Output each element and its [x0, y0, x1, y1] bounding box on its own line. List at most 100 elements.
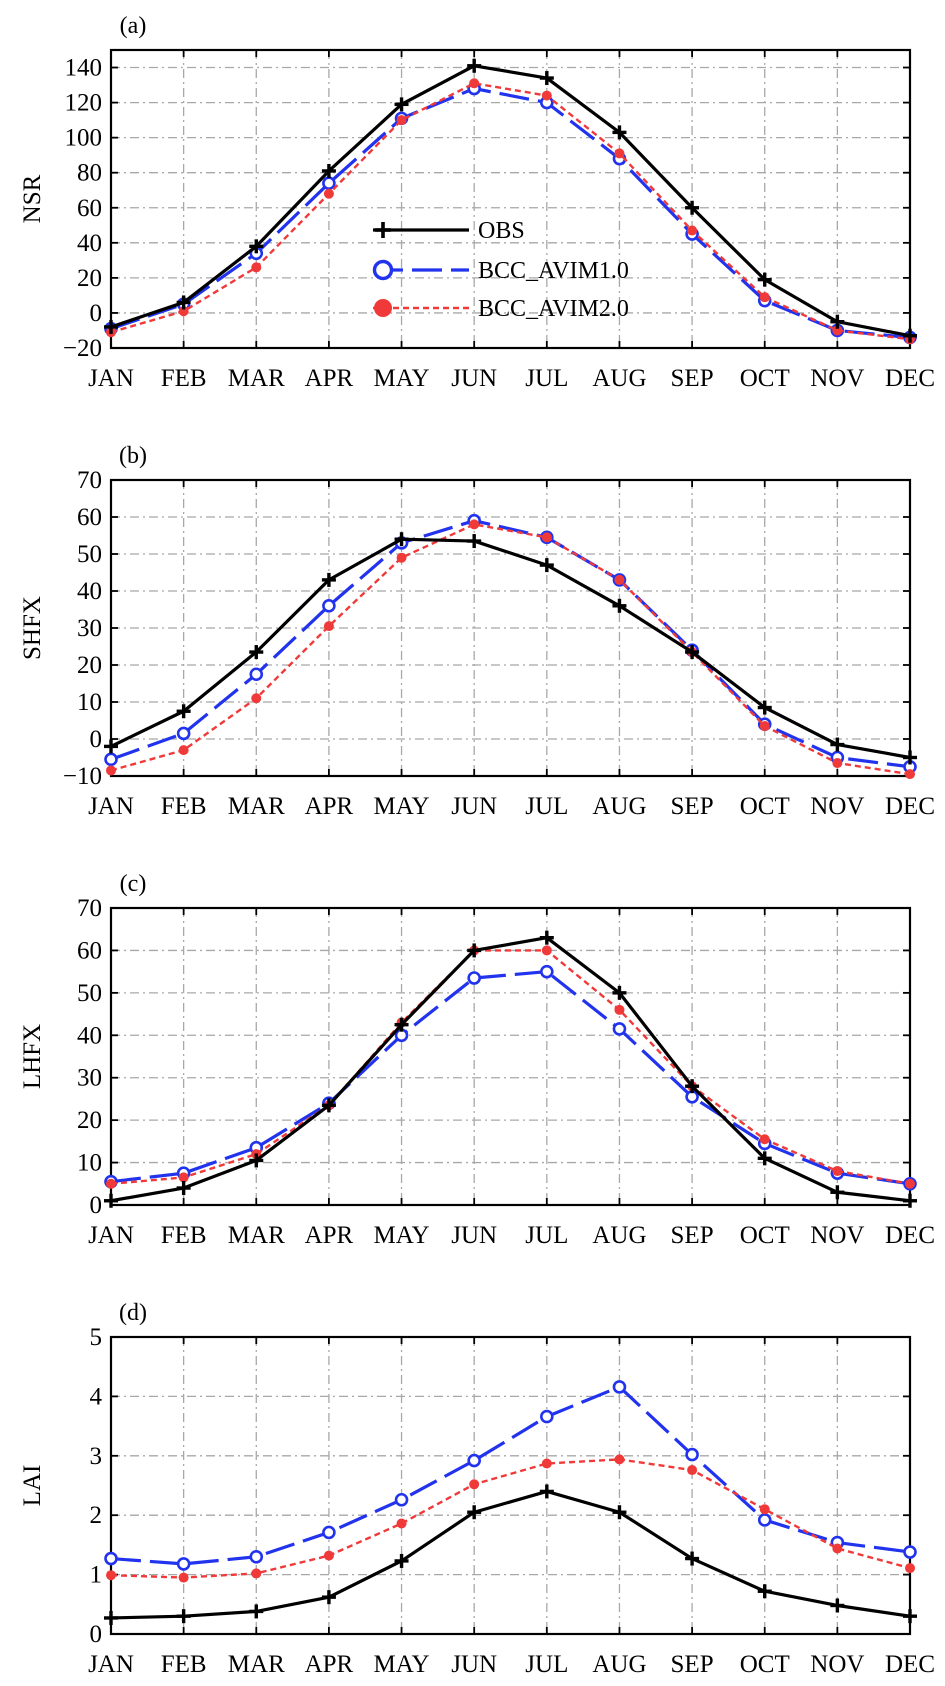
data-point-obs [321, 1098, 336, 1113]
data-point-obs [757, 1151, 772, 1166]
data-point-avim2 [178, 1172, 189, 1183]
data-point-avim2 [541, 945, 552, 956]
data-point-avim2 [469, 1479, 480, 1490]
x-tick-label: DEC [885, 365, 935, 392]
data-point-avim1 [394, 1492, 409, 1507]
x-tick-label: FEB [161, 793, 207, 820]
data-point-obs [903, 328, 917, 343]
y-tick-label: 140 [65, 55, 103, 82]
x-tick-label: OCT [740, 793, 790, 820]
data-point-avim2 [759, 721, 770, 732]
y-tick-label: 70 [77, 467, 102, 494]
x-tick-label: SEP [671, 1651, 714, 1678]
y-tick-label: 2 [90, 1502, 103, 1529]
series-line-avim2 [110, 949, 911, 1185]
data-point-avim1 [540, 1409, 554, 1424]
x-tick-label: MAR [228, 1222, 285, 1249]
series-line-avim2 [110, 82, 911, 341]
y-axis-title: LHFX [19, 1024, 46, 1089]
gridlines [111, 1337, 910, 1634]
x-tick-label: FEB [161, 365, 207, 392]
data-point-avim2 [396, 1518, 407, 1529]
data-point-obs [539, 1484, 554, 1499]
panel-c: 0 10 20 30 40 50 60 70 JAN FEB MAR APR MAY JUN JUL AUG S… [19, 871, 935, 1249]
series-avim2 [106, 1454, 915, 1583]
data-point-avim2 [396, 115, 407, 126]
data-point-avim2 [759, 292, 770, 303]
panel-label: (a) [120, 13, 147, 39]
panel-label: (b) [119, 443, 147, 469]
data-point-obs [249, 239, 264, 254]
x-tick-label: MAR [228, 365, 285, 392]
data-point-obs [467, 58, 482, 73]
data-point-obs [176, 1609, 191, 1624]
x-tick-label: MAY [374, 365, 430, 392]
x-tick-label: DEC [885, 793, 935, 820]
data-point-avim2 [905, 1563, 915, 1574]
data-point-obs [830, 737, 845, 752]
series-line-avim2 [110, 523, 911, 776]
data-point-avim2 [323, 188, 334, 199]
data-point-obs [394, 1017, 409, 1032]
data-point-avim2 [106, 765, 116, 776]
data-point-avim1 [104, 1551, 118, 1566]
data-point-obs [394, 532, 409, 547]
x-tick-label: JAN [88, 1651, 134, 1678]
data-point-avim2 [614, 148, 625, 159]
data-point-avim2 [759, 1504, 770, 1515]
x-tick-label: MAY [374, 1651, 430, 1678]
series-line-obs [110, 64, 911, 338]
x-tick-label: JUL [525, 365, 568, 392]
panel-a: −20 0 20 40 60 80 100 120 140 JAN FEB MAR APR MAY JUN J… [19, 13, 935, 392]
data-point-avim2 [396, 552, 407, 563]
data-point-obs [757, 1584, 772, 1599]
y-tick-label: 3 [90, 1443, 103, 1470]
y-tick-label: 1 [90, 1562, 103, 1589]
panel-label: (c) [120, 871, 147, 897]
data-point-avim2 [323, 621, 334, 632]
data-point-avim2 [178, 745, 189, 756]
data-point-avim2 [541, 1458, 552, 1469]
data-point-avim1 [322, 1525, 336, 1540]
data-point-obs [321, 572, 336, 587]
x-tick-label: OCT [740, 1651, 790, 1678]
data-point-obs [467, 943, 482, 958]
data-point-avim1 [249, 1549, 264, 1564]
data-point-avim1 [757, 1513, 772, 1527]
data-point-obs [394, 97, 409, 112]
y-axis-title: LAI [19, 1465, 46, 1507]
y-tick-label: −10 [63, 763, 102, 790]
x-tick-label: JAN [88, 793, 134, 820]
data-point-obs [830, 1598, 845, 1613]
data-point-avim2 [323, 1550, 334, 1561]
y-tick-label: 60 [77, 504, 102, 531]
y-tick-label: 0 [90, 726, 103, 753]
y-tick-label: 20 [77, 265, 102, 292]
data-point-obs [176, 704, 191, 719]
x-tick-label: MAR [228, 1651, 285, 1678]
x-tick-label: DEC [885, 1651, 935, 1678]
plot-frame [109, 1335, 912, 1636]
plot-frame [109, 48, 912, 350]
data-point-obs [321, 1590, 336, 1605]
series-avim1 [104, 1380, 917, 1571]
data-point-avim2 [614, 1004, 625, 1015]
data-point-obs [104, 1610, 118, 1625]
x-tick-label: OCT [740, 1222, 790, 1249]
x-tick-label: AUG [592, 1222, 646, 1249]
x-tick-label: MAY [374, 793, 430, 820]
data-point-avim1 [467, 971, 481, 985]
x-tick-label: NOV [810, 365, 864, 392]
data-point-avim2 [614, 1454, 625, 1465]
x-tick-label: FEB [161, 1651, 207, 1678]
x-tick-label: APR [305, 1651, 354, 1678]
legend-marker-avim2 [374, 299, 392, 317]
data-point-avim1 [612, 1380, 627, 1394]
y-tick-label: 100 [65, 125, 103, 152]
data-point-avim1 [612, 1022, 627, 1036]
legend: OBS BCC_AVIM1.0 BCC_AVIM2.0 [372, 218, 629, 322]
y-tick-label: 0 [90, 1621, 103, 1648]
series-line-avim1 [110, 970, 911, 1186]
data-point-avim1 [467, 1453, 481, 1468]
series-obs [104, 1484, 917, 1625]
